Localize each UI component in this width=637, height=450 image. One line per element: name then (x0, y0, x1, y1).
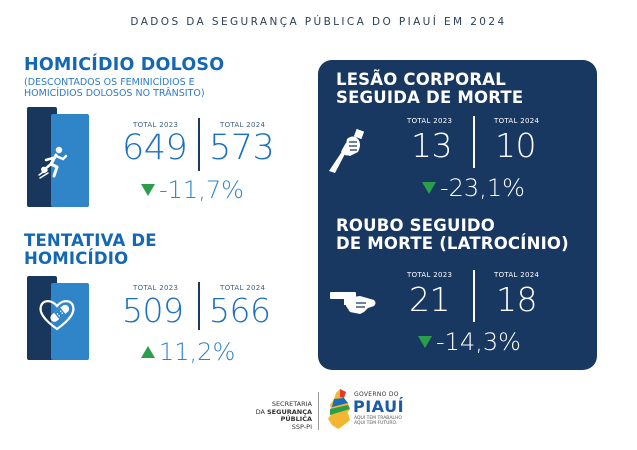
homicidio-value-2023: 649 (122, 128, 188, 168)
homicidio-bars-graphic (27, 107, 89, 207)
tentativa-value-2023: 509 (122, 291, 184, 330)
roubo-label-2023: TOTAL 2023 (407, 271, 453, 279)
secretaria-logo-text: SECRETARIA DA SEGURANÇA PÚBLICA SSP-PI (228, 400, 312, 431)
bandaged-heart-icon (39, 300, 75, 331)
roubo-title-line1: ROUBO SEGUIDO (336, 216, 496, 235)
lesao-label-2024: TOTAL 2024 (494, 117, 540, 125)
roubo-title-line2: DE MORTE (LATROCÍNIO) (336, 234, 569, 253)
tentativa-divider (198, 282, 200, 330)
tentativa-bars-graphic (27, 276, 89, 360)
page-header: DADOS DA SEGURANÇA PÚBLICA DO PIAUÍ EM 2… (130, 16, 507, 28)
secretaria-line2: DA SEGURANÇA PÚBLICA (228, 407, 312, 424)
gov-name: PIAUÍ (353, 397, 405, 416)
down-arrow-icon (141, 184, 155, 196)
tentativa-title-line1: TENTATIVA DE (24, 231, 157, 250)
secretaria-line2-prefix: DA (255, 407, 267, 416)
knife-hand-icon (329, 128, 364, 173)
lesao-change-value: -23,1% (440, 174, 525, 202)
homicidio-subtitle-line2: HOMICÍDIOS DOLOSOS NO TRÂNSITO) (24, 88, 205, 99)
homicidio-divider (198, 118, 200, 171)
down-arrow-icon (418, 336, 432, 348)
bar-front (51, 114, 89, 207)
up-arrow-icon (141, 346, 155, 358)
lesao-label-2023: TOTAL 2023 (407, 117, 453, 125)
homicidio-subtitle-line1: (DESCONTADOS OS FEMINICÍDIOS E (24, 77, 195, 88)
governo-piaui-logo: GOVERNO DO PIAUÍ AQUI TEM TRABALHO AQUI … (326, 387, 406, 433)
tentativa-label-2024: TOTAL 2024 (220, 284, 266, 292)
secretaria-line1: SECRETARIA (271, 400, 312, 408)
lesao-divider (473, 116, 475, 168)
lesao-value-2024: 10 (495, 126, 537, 165)
running-figure-icon (38, 146, 68, 179)
bar-front (51, 283, 89, 360)
tentativa-label-2023: TOTAL 2023 (133, 284, 179, 292)
gov-tagline1: AQUI TEM TRABALHO (354, 416, 402, 421)
tentativa-change-value: 11,2% (159, 338, 236, 366)
gov-line1: GOVERNO DO (354, 391, 399, 398)
piaui-map-logo-icon (328, 389, 350, 429)
tentativa-change: 11,2% (141, 338, 235, 366)
homicidio-change: -11,7% (141, 176, 244, 204)
homicidio-title: HOMICÍDIO DOLOSO (24, 55, 225, 75)
secretaria-line2-bold: SEGURANÇA PÚBLICA (266, 407, 312, 423)
homicidio-value-2024: 573 (209, 128, 275, 168)
homicidio-label-2024: TOTAL 2024 (220, 121, 266, 129)
roubo-change-value: -14,3% (436, 328, 521, 356)
lesao-title-line2: SEGUIDA DE MORTE (336, 88, 524, 107)
dark-stats-panel: LESÃO CORPORAL SEGUIDA DE MORTE TOTAL 20… (318, 60, 597, 370)
homicidio-change-value: -11,7% (159, 176, 244, 204)
lesao-change: -23,1% (422, 174, 525, 202)
roubo-value-2024: 18 (496, 280, 538, 319)
roubo-value-2023: 21 (409, 280, 451, 319)
footer-divider (318, 392, 319, 430)
gov-tagline2: AQUI TEM FUTURO. (354, 421, 398, 426)
lesao-title-line1: LESÃO CORPORAL (336, 70, 506, 89)
roubo-change: -14,3% (418, 328, 521, 356)
homicidio-label-2023: TOTAL 2023 (133, 121, 179, 129)
tentativa-value-2024: 566 (209, 291, 271, 330)
roubo-divider (473, 270, 475, 322)
roubo-label-2024: TOTAL 2024 (494, 271, 540, 279)
down-arrow-icon (422, 182, 436, 194)
secretaria-line3: SSP-PI (291, 422, 312, 431)
gun-hand-icon (330, 292, 376, 314)
lesao-value-2023: 13 (411, 126, 453, 165)
tentativa-title-line2: HOMICÍDIO (24, 249, 129, 268)
